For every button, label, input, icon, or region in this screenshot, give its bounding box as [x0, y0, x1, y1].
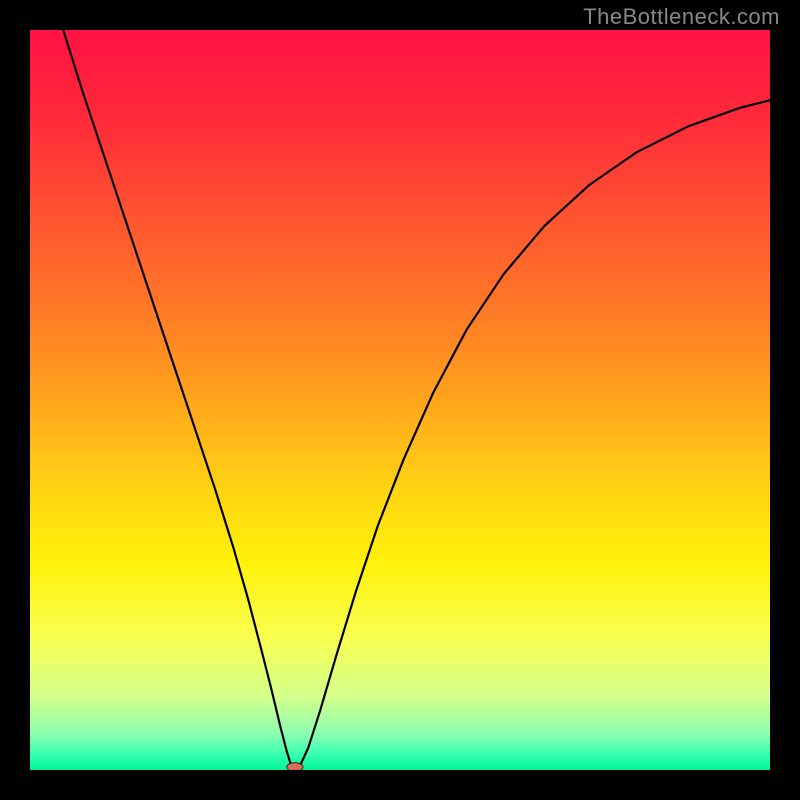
chart-frame: TheBottleneck.com: [0, 0, 800, 800]
optimum-marker: [287, 763, 303, 770]
plot-area: [30, 30, 770, 770]
plot-svg: [30, 30, 770, 770]
watermark-text: TheBottleneck.com: [583, 4, 780, 30]
